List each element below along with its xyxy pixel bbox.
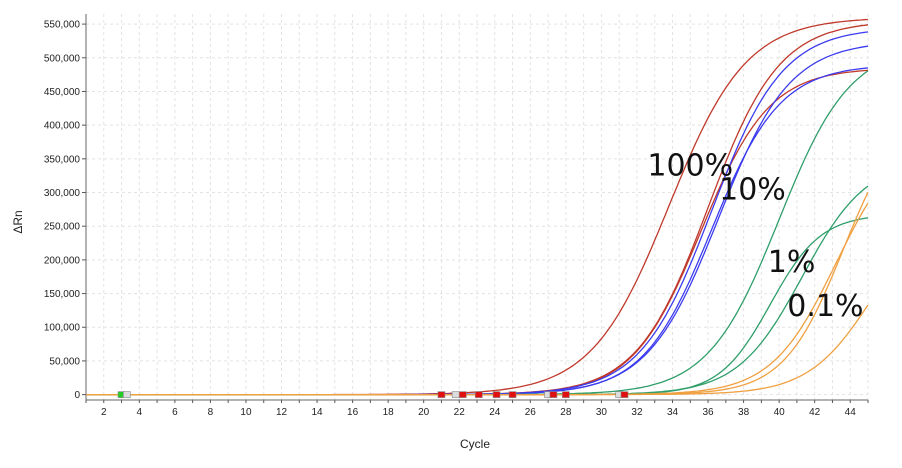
annotation-label: 0.1% — [787, 289, 863, 324]
y-tick-label: 200,000 — [44, 255, 81, 266]
x-tick-label: 18 — [383, 407, 395, 418]
threshold-markers — [117, 391, 629, 398]
y-tick-label: 400,000 — [44, 121, 81, 132]
y-tick-label: 150,000 — [44, 289, 81, 300]
baseline-marker — [437, 391, 446, 398]
y-tick-label: 350,000 — [44, 154, 81, 165]
x-tick-label: 36 — [702, 407, 714, 418]
x-tick-label: 16 — [347, 407, 359, 418]
x-axis-title: Cycle — [460, 437, 490, 451]
x-tick-label: 30 — [596, 407, 608, 418]
y-tick-label: 450,000 — [44, 87, 81, 98]
x-tick-label: 40 — [774, 407, 786, 418]
x-tick-label: 6 — [172, 407, 178, 418]
y-tick-label: 500,000 — [44, 53, 81, 64]
grid-lines — [85, 14, 869, 400]
y-tick-label: 300,000 — [44, 188, 81, 199]
annotation-label: 10% — [719, 172, 786, 207]
y-tick-label: 50,000 — [49, 356, 80, 367]
y-tick-label: 0 — [74, 390, 80, 401]
x-tick-label: 24 — [489, 407, 501, 418]
annotation-label: 1% — [768, 245, 816, 280]
x-tick-label: 14 — [311, 407, 323, 418]
x-tick-labels: 2 4 6 8 10 12 14 16 18 20 22 24 26 28 30 32 34 36 38 40 42 44 — [101, 407, 856, 418]
baseline-marker — [123, 391, 131, 398]
baseline-marker — [451, 391, 460, 398]
x-tick-label: 10 — [240, 407, 252, 418]
baseline-marker — [549, 391, 558, 398]
y-tick-label: 100,000 — [44, 323, 81, 334]
y-axis-title: ΔRn — [11, 210, 25, 233]
x-tick-label: 20 — [418, 407, 430, 418]
baseline-marker — [458, 391, 467, 398]
annotations: 100%10% 1% 0.1% — [647, 149, 863, 324]
x-tick-label: 44 — [845, 407, 857, 418]
x-tick-label: 22 — [454, 407, 466, 418]
x-tick-label: 8 — [208, 407, 214, 418]
baseline-marker — [620, 391, 629, 398]
baseline-marker — [562, 391, 570, 398]
x-tick-label: 28 — [560, 407, 572, 418]
y-tick-labels: 0 50,000 100,000 150,000 200,000 250,000 300,0… — [44, 20, 81, 402]
x-tick-label: 38 — [738, 407, 750, 418]
x-tick-label: 32 — [631, 407, 643, 418]
x-tick-label: 26 — [525, 407, 537, 418]
axes — [82, 14, 869, 403]
x-tick-label: 12 — [276, 407, 288, 418]
x-tick-label: 34 — [667, 407, 679, 418]
baseline-marker — [474, 391, 483, 398]
x-tick-label: 2 — [101, 407, 107, 418]
x-tick-label: 42 — [809, 407, 821, 418]
annotation-label: 100% — [647, 149, 733, 184]
x-tick-label: 4 — [137, 407, 143, 418]
y-tick-label: 550,000 — [44, 20, 81, 31]
baseline-marker — [492, 391, 501, 398]
y-tick-label: 250,000 — [44, 222, 81, 233]
baseline-marker — [508, 391, 517, 398]
